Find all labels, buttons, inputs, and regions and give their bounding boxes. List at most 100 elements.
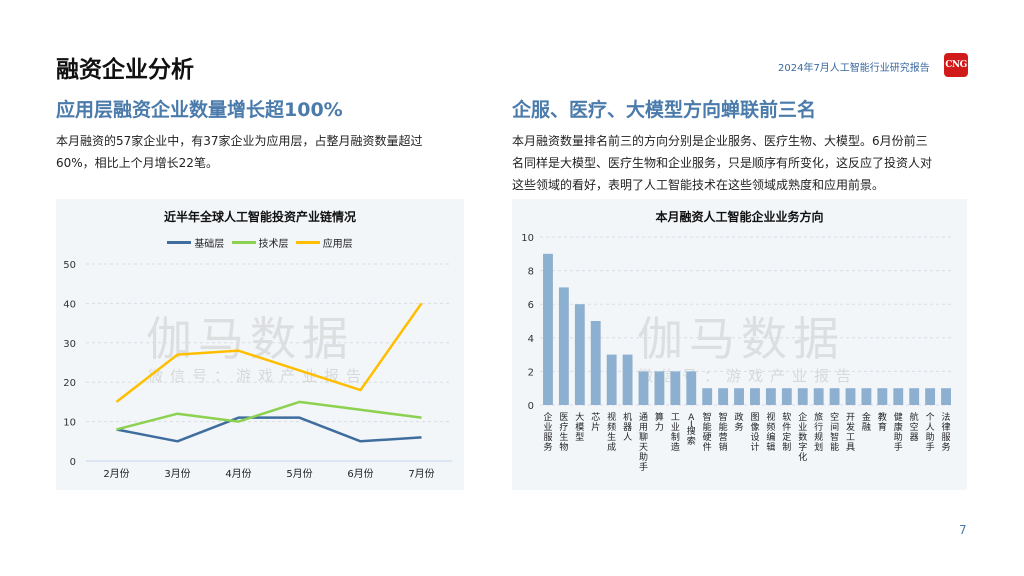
legend-item-base[interactable]: 基础层 bbox=[167, 235, 224, 250]
x-tick-char: 频 bbox=[607, 421, 616, 433]
left-section-heading: 应用层融资企业数量增长超100% bbox=[56, 99, 343, 121]
bar[interactable] bbox=[622, 354, 633, 405]
page-number: 7 bbox=[959, 523, 967, 537]
left-body-line-2: 60%，相比上个月增长22笔。 bbox=[56, 156, 218, 170]
bar[interactable] bbox=[861, 388, 872, 405]
bar[interactable] bbox=[686, 371, 697, 405]
x-tick-char: 数 bbox=[798, 431, 807, 443]
x-tick-char: 助 bbox=[894, 431, 903, 443]
bar[interactable] bbox=[670, 371, 681, 405]
bar[interactable] bbox=[638, 371, 649, 405]
y-tick-label: 50 bbox=[63, 260, 76, 271]
x-tick-char: 康 bbox=[894, 421, 903, 433]
y-tick-label: 6 bbox=[528, 300, 534, 311]
x-tick-char: 空 bbox=[910, 421, 919, 433]
x-tick-char: 教 bbox=[878, 411, 887, 423]
series-line-2[interactable] bbox=[115, 302, 423, 403]
x-tick-char: 手 bbox=[639, 461, 648, 473]
bar[interactable] bbox=[558, 287, 569, 405]
line-chart-title: 近半年全球人工智能投资产业链情况 bbox=[163, 210, 356, 224]
x-tick-char: 务 bbox=[543, 441, 552, 453]
bar[interactable] bbox=[654, 371, 665, 405]
legend-swatch-base bbox=[167, 241, 192, 244]
x-tick-char: 发 bbox=[846, 421, 855, 433]
watermark-small: 微信号：游戏产业报告 bbox=[148, 367, 369, 385]
bar-chart-plot: 0246810企业服务医疗生物大模型芯片视频生成机器人通用聊天助手算力工业制造A… bbox=[521, 233, 954, 473]
bar[interactable] bbox=[750, 388, 760, 405]
bar[interactable] bbox=[813, 388, 824, 405]
x-tick-char: 规 bbox=[814, 432, 823, 443]
x-tick-char: 服 bbox=[543, 432, 552, 443]
x-tick-char: 划 bbox=[814, 441, 823, 453]
bar[interactable] bbox=[877, 388, 888, 405]
bar[interactable] bbox=[909, 388, 920, 405]
bar[interactable] bbox=[925, 388, 936, 405]
x-tick-char: 成 bbox=[607, 441, 616, 453]
x-tick-char: 制 bbox=[671, 431, 680, 443]
bar[interactable] bbox=[718, 388, 729, 405]
x-tick-char: 编 bbox=[766, 431, 775, 443]
x-tick-char: 通 bbox=[639, 412, 648, 423]
x-tick-char: 融 bbox=[862, 422, 871, 433]
x-tick-char: 销 bbox=[719, 441, 728, 453]
x-tick-char: 片 bbox=[591, 421, 600, 433]
legend-item-app[interactable]: 应用层 bbox=[295, 235, 353, 250]
x-tick-char: 人 bbox=[926, 422, 935, 433]
x-tick-char: I bbox=[690, 420, 693, 430]
x-tick-char: 造 bbox=[671, 441, 680, 453]
x-tick-char: 个 bbox=[926, 412, 935, 423]
watermark-big: 伽马数据 bbox=[146, 312, 354, 366]
bar[interactable] bbox=[765, 388, 776, 405]
x-tick-char: 器 bbox=[910, 432, 919, 443]
bar[interactable] bbox=[702, 388, 713, 405]
bar[interactable] bbox=[543, 253, 553, 405]
x-tick-char: 具 bbox=[846, 442, 855, 453]
x-tick-char: 人 bbox=[623, 432, 632, 443]
x-tick-char: 营 bbox=[719, 431, 728, 443]
x-tick-char: 开 bbox=[846, 412, 855, 423]
x-tick-char: 手 bbox=[926, 441, 935, 453]
page-title: 融资企业分析 bbox=[56, 57, 194, 83]
legend-label-tech: 技术层 bbox=[258, 239, 289, 250]
x-tick-char: 大 bbox=[575, 411, 584, 423]
bar[interactable] bbox=[606, 354, 617, 405]
x-tick-char: 工 bbox=[846, 433, 855, 443]
x-tick-char: 企 bbox=[543, 411, 552, 423]
x-tick-char: 业 bbox=[543, 422, 552, 433]
x-tick-char: 务 bbox=[942, 441, 951, 453]
bar-chart-title: 本月融资人工智能企业业务方向 bbox=[655, 210, 824, 224]
bar[interactable] bbox=[781, 388, 792, 405]
bar[interactable] bbox=[574, 304, 585, 405]
right-section-heading: 企服、医疗、大模型方向蝉联前三名 bbox=[512, 99, 817, 121]
x-tick-char: 化 bbox=[798, 451, 807, 463]
bar[interactable] bbox=[941, 388, 951, 405]
x-tick-char: 健 bbox=[894, 411, 903, 423]
x-tick-char: 智 bbox=[703, 411, 712, 423]
bar[interactable] bbox=[734, 388, 744, 405]
x-tick-char: 律 bbox=[942, 421, 951, 433]
bar[interactable] bbox=[590, 321, 601, 405]
x-tick-char: 设 bbox=[750, 432, 759, 443]
x-tick-char: 手 bbox=[894, 441, 903, 453]
bar[interactable] bbox=[845, 388, 856, 405]
x-tick-char: 索 bbox=[687, 435, 696, 447]
y-tick-label: 0 bbox=[528, 401, 534, 412]
x-tick-char: 辑 bbox=[766, 441, 775, 453]
x-tick-label: 6月份 bbox=[347, 468, 373, 480]
series-line-0[interactable] bbox=[116, 416, 422, 443]
x-tick-char: 软 bbox=[782, 411, 791, 423]
bar[interactable] bbox=[893, 388, 904, 405]
bar[interactable] bbox=[829, 388, 840, 405]
x-tick-char: 政 bbox=[735, 411, 744, 423]
x-tick-char: 机 bbox=[623, 411, 632, 423]
x-tick-char: 计 bbox=[750, 441, 759, 453]
series-line-1[interactable] bbox=[116, 400, 422, 431]
legend-swatch-app bbox=[295, 241, 320, 244]
x-tick-char: 能 bbox=[703, 421, 712, 433]
x-tick-char: 医 bbox=[559, 412, 568, 423]
y-tick-label: 10 bbox=[521, 233, 534, 244]
bar[interactable] bbox=[797, 388, 808, 405]
legend-item-tech[interactable]: 技术层 bbox=[231, 235, 289, 250]
x-tick-char: 业 bbox=[798, 422, 807, 433]
right-section-body: 本月融资数量排名前三的方向分别是企业服务、医疗生物、大模型。6月份前三 名同样是… bbox=[512, 130, 982, 196]
